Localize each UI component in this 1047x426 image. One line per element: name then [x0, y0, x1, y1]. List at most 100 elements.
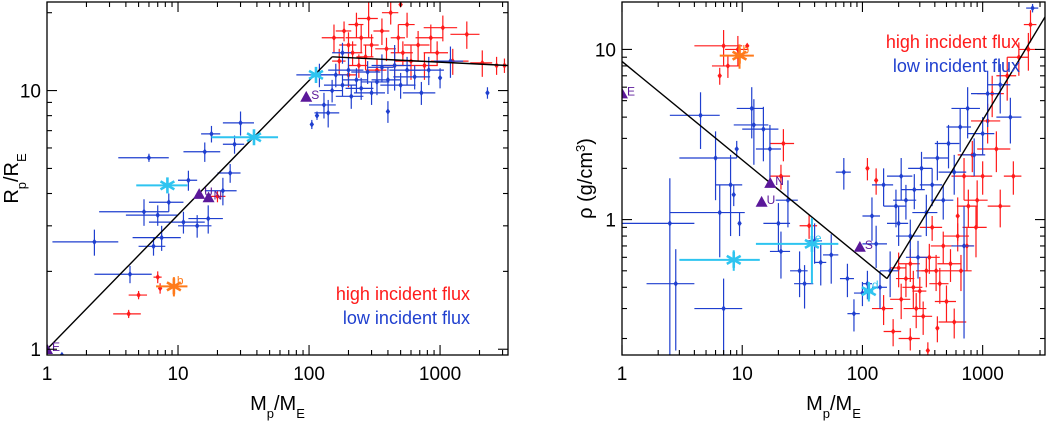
radius-mass-high-flux-point	[129, 291, 147, 299]
radius-mass-x-tick-label: 1	[42, 364, 53, 385]
density-mass-solar-system-u: U	[756, 193, 776, 207]
density-mass-y-tick-label: 10	[595, 40, 616, 61]
radius-mass-low-flux-point	[361, 70, 389, 95]
radius-mass-low-flux-point	[94, 266, 151, 283]
density-mass-high-flux-point	[872, 295, 893, 325]
radius-mass-y-axis-label: Rp/RE	[1, 153, 29, 204]
radius-mass-low-flux-point	[201, 126, 220, 143]
density-mass-low-flux-point	[737, 87, 764, 138]
radius-mass-low-flux-point	[183, 142, 220, 161]
density-mass-x-tick-label: 10	[732, 364, 753, 385]
density-mass-x-tick-label: 1000	[962, 364, 1004, 385]
density-mass-low-flux-point	[823, 234, 838, 283]
density-mass-high-flux-point	[963, 206, 987, 257]
density-mass-high-flux-point	[951, 158, 974, 200]
density-mass-high-flux-point	[717, 68, 721, 85]
density-mass-kepler11-label: b	[743, 43, 750, 57]
radius-mass-legend-low-flux: low incident flux	[343, 308, 470, 328]
radius-mass-y-tick-label: 10	[20, 82, 41, 103]
density-mass-solar-system-label: U	[767, 193, 776, 207]
density-mass-low-flux-point	[770, 232, 790, 279]
density-mass-high-flux-point	[958, 141, 984, 172]
density-mass-kepler11-marker: d	[862, 278, 879, 301]
density-mass-high-flux-point	[988, 190, 1011, 228]
density-mass-high-flux-point	[1024, 10, 1037, 42]
density-mass-high-flux-point	[1004, 161, 1022, 194]
radius-mass-low-flux-point	[223, 112, 254, 136]
radius-mass-low-flux-point	[319, 80, 342, 103]
radius-mass-low-flux-point	[118, 154, 168, 162]
radius-mass-high-flux-point	[113, 310, 141, 318]
density-mass-high-flux-point	[948, 255, 972, 291]
radius-mass-kepler11-marker	[211, 129, 278, 145]
density-mass-low-flux-point	[887, 206, 908, 246]
radius-mass-x-axis-label: Mp/ME	[250, 393, 305, 421]
radius-mass-low-flux-point	[188, 205, 222, 233]
radius-mass-high-flux-point	[407, 53, 438, 80]
density-mass-high-flux-point	[935, 285, 956, 322]
radius-mass-low-flux-point	[52, 230, 118, 256]
density-mass-low-flux-point	[906, 241, 928, 279]
density-mass-low-flux-point	[840, 264, 854, 297]
radius-mass-high-flux-point	[395, 45, 424, 80]
density-mass-panel: b e d E UN S 1 10 100 1000 1 10 Mp/ME ρ (g/cm3) h…	[573, 2, 1046, 421]
density-mass-solar-system-s: S	[854, 238, 873, 252]
density-mass-low-flux-point	[694, 279, 742, 360]
radius-mass-solar-system-s: S	[300, 88, 319, 102]
density-mass-low-flux-point	[1026, 4, 1038, 12]
density-mass-high-flux-point	[890, 284, 910, 319]
density-mass-plot-frame	[622, 2, 1045, 355]
density-mass-high-flux-point	[939, 309, 967, 339]
radius-mass-low-flux-point	[149, 194, 183, 212]
radius-mass-x-tick-label: 100	[293, 364, 325, 385]
radius-mass-legend-high-flux: high incident flux	[336, 284, 470, 304]
radius-mass-high-flux-point	[154, 271, 162, 283]
density-mass-legend-high-flux: high incident flux	[886, 32, 1020, 52]
radius-mass-fit-line	[47, 57, 332, 349]
density-mass-low-flux-point	[887, 158, 912, 200]
radius-mass-high-flux-point	[346, 25, 374, 53]
density-mass-low-flux-point	[737, 213, 741, 237]
radius-mass-solar-system-label: E	[52, 340, 60, 354]
density-mass-low-flux-point	[872, 168, 893, 206]
density-mass-low-flux-point	[951, 206, 974, 338]
radius-mass-low-flux-point	[133, 226, 181, 251]
density-mass-low-flux-point	[923, 141, 948, 180]
density-mass-high-flux-point	[957, 190, 978, 228]
density-mass-low-flux-point	[647, 249, 695, 350]
density-mass-low-flux-point	[731, 185, 735, 206]
density-mass-high-flux-point	[955, 197, 959, 240]
density-mass-high-flux-point	[929, 268, 948, 304]
density-mass-high-flux-point	[916, 257, 935, 287]
density-mass-solar-system-label: S	[865, 238, 873, 252]
density-mass-high-flux-point	[899, 328, 920, 350]
density-mass-low-flux-point	[847, 299, 859, 331]
density-mass-low-flux-point	[815, 245, 827, 286]
radius-mass-high-flux-point	[416, 25, 443, 53]
radius-mass-panel: bEUNS 1 10 100 1000 1 10 Mp/ME Rp/RE high in…	[1, 1, 508, 420]
density-mass-y-axis-label: ρ (g/cm3)	[573, 138, 598, 219]
density-mass-low-flux-point	[794, 265, 813, 308]
density-mass-low-flux-point	[679, 131, 736, 200]
radius-mass-clip-group: bEUNS	[41, 1, 508, 358]
density-mass-kepler11-label: e	[815, 231, 822, 245]
radius-mass-low-flux-point	[319, 64, 348, 88]
density-mass-high-flux-point	[1019, 33, 1037, 71]
radius-mass-high-flux-point	[158, 283, 162, 293]
radius-mass-x-tick-label: 1000	[419, 364, 461, 385]
density-mass-low-flux-point	[742, 107, 778, 162]
radius-mass-low-flux-point	[178, 171, 197, 191]
radius-mass-high-flux-point	[404, 31, 430, 61]
density-mass-low-flux-point	[935, 125, 960, 168]
density-mass-high-flux-point	[874, 168, 878, 194]
radius-mass-marks: bEUNS	[41, 1, 508, 358]
radius-mass-y-tick-label: 1	[30, 340, 41, 361]
radius-mass-x-tick-label: 10	[167, 364, 188, 385]
radius-mass-high-flux-point	[322, 25, 344, 53]
density-mass-high-flux-point	[912, 277, 926, 309]
radius-mass-high-flux-point	[494, 57, 498, 75]
radius-mass-high-flux-point	[339, 32, 356, 59]
radius-mass-high-flux-point	[375, 38, 396, 61]
density-mass-high-flux-point	[937, 249, 961, 282]
